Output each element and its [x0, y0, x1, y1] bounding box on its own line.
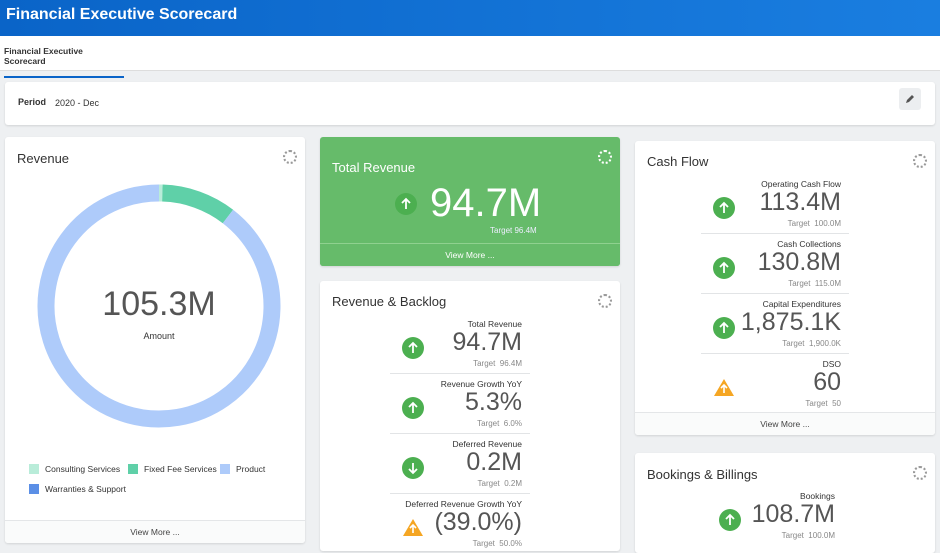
metric-target: Target 96.4M — [490, 226, 537, 235]
legend-swatch — [128, 464, 138, 474]
metric-value: 113.4M — [759, 188, 841, 217]
trend-icon — [402, 517, 424, 539]
settings-icon[interactable] — [913, 154, 927, 168]
divider — [390, 373, 530, 374]
metric-value: 130.8M — [758, 248, 841, 277]
legend-label: Consulting Services — [45, 464, 120, 474]
edit-icon — [899, 88, 921, 110]
divider — [701, 233, 849, 234]
metric-value: 1,875.1K — [741, 308, 841, 337]
trend-icon — [402, 457, 424, 479]
divider — [390, 433, 530, 434]
metric-target: Target 1,900.0K — [782, 339, 841, 348]
metric-target: Target 96.4M — [473, 359, 522, 368]
metric-value: 0.2M — [466, 448, 522, 477]
period-bar: Period 2020 - Dec — [5, 82, 935, 125]
card-title: Revenue & Backlog — [332, 294, 446, 309]
cash-flow-card: Cash Flow View More ... Operating Cash F… — [635, 141, 935, 435]
legend-label: Fixed Fee Services — [144, 464, 217, 474]
metric-target: Target 115.0M — [788, 279, 841, 288]
metric-target: Target 6.0% — [477, 419, 522, 428]
tab-bar: Financial Executive Scorecard — [0, 36, 940, 71]
edit-button[interactable] — [899, 88, 921, 110]
trend-icon — [719, 509, 741, 531]
metric-value: 108.7M — [752, 500, 835, 529]
header: Financial Executive Scorecard — [0, 0, 940, 36]
metric-target: Target 100.0M — [788, 219, 841, 228]
card-title: Cash Flow — [647, 154, 708, 169]
settings-icon[interactable] — [598, 294, 612, 308]
divider — [701, 293, 849, 294]
trend-icon — [402, 337, 424, 359]
trend-icon — [402, 397, 424, 419]
card-title: Bookings & Billings — [647, 467, 758, 482]
metric-value: (39.0%) — [434, 508, 522, 537]
metric-target: Target 50.0% — [473, 539, 522, 548]
view-more[interactable]: View More ... — [320, 243, 620, 266]
revenue-card: Revenue 105.3M Amount View More ... Cons… — [5, 137, 305, 543]
tab[interactable]: Financial Executive Scorecard — [4, 46, 124, 78]
metric-target: Target 50 — [805, 399, 841, 408]
legend-swatch — [220, 464, 230, 474]
donut-total-label: Amount — [5, 331, 305, 341]
view-more[interactable]: View More ... — [5, 520, 305, 543]
metric-value: 94.7M — [453, 328, 522, 357]
legend-swatch — [29, 484, 39, 494]
metric-target: Target 100.0M — [782, 531, 835, 540]
period-label: Period — [18, 97, 46, 107]
legend-label: Product — [236, 464, 265, 474]
trend-icon — [713, 377, 735, 399]
trend-icon — [713, 197, 735, 219]
trend-icon — [713, 317, 735, 339]
view-more[interactable]: View More ... — [635, 412, 935, 435]
page-title: Financial Executive Scorecard — [6, 6, 237, 24]
metric-value: 94.7M — [430, 181, 541, 226]
trend-icon — [395, 193, 417, 215]
legend-label: Warranties & Support — [45, 484, 126, 494]
donut-total: 105.3M — [5, 285, 305, 324]
metric-target: Target 0.2M — [478, 479, 522, 488]
trend-icon — [713, 257, 735, 279]
divider — [701, 353, 849, 354]
divider — [390, 493, 530, 494]
card-title: Total Revenue — [332, 160, 415, 175]
period-value: 2020 - Dec — [55, 98, 99, 108]
donut-chart — [5, 137, 305, 517]
metric-value: 60 — [813, 368, 841, 397]
metric-value: 5.3% — [465, 388, 522, 417]
legend-swatch — [29, 464, 39, 474]
donut-segment — [162, 193, 228, 216]
total-revenue-card: Total Revenue 94.7M Target 96.4M View Mo… — [320, 137, 620, 266]
settings-icon[interactable] — [913, 466, 927, 480]
settings-icon[interactable] — [598, 150, 612, 164]
